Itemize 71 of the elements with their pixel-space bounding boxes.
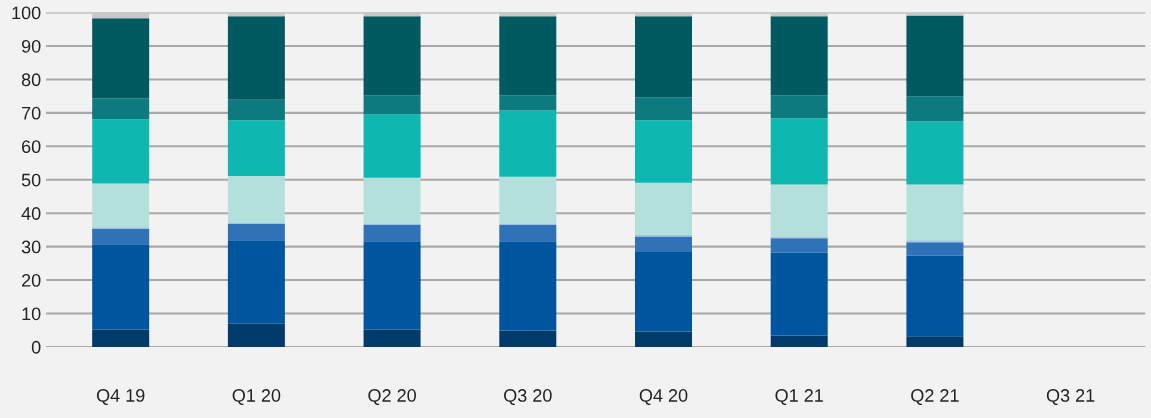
bar	[227, 240, 285, 324]
y-tick-label: 0	[31, 340, 41, 354]
bar	[227, 176, 285, 223]
y-tick-label: 70	[22, 106, 41, 120]
bar	[363, 329, 421, 347]
bar	[92, 329, 150, 347]
bar	[770, 238, 828, 253]
bar	[499, 16, 557, 96]
bar	[906, 240, 964, 243]
y-tick-label: 60	[22, 140, 41, 154]
bar	[906, 96, 964, 122]
bar	[499, 95, 557, 111]
bar	[227, 223, 285, 241]
bar	[92, 18, 150, 99]
x-tick-label: Q2 20	[368, 389, 416, 406]
bar	[635, 120, 692, 183]
bar	[906, 336, 964, 347]
bar	[227, 16, 285, 100]
y-tick-label: 20	[22, 273, 41, 287]
y-tick-label: 10	[22, 307, 41, 321]
x-tick-label: Q1 20	[232, 389, 281, 406]
bar	[906, 12, 964, 16]
bar	[363, 95, 421, 115]
x-tick-label: Q2 21	[911, 389, 959, 406]
bar	[499, 241, 557, 331]
bar	[363, 224, 421, 242]
bar	[635, 236, 692, 252]
bar	[770, 184, 828, 237]
bar	[635, 331, 692, 347]
y-tick-label: 100	[12, 6, 41, 20]
y-tick-label: 50	[21, 173, 41, 187]
y-tick-label: 80	[21, 73, 41, 87]
bar	[770, 16, 828, 96]
bar	[635, 97, 692, 121]
x-tick-label: Q4 19	[96, 389, 145, 406]
bar	[363, 177, 421, 224]
bar	[906, 242, 964, 256]
bar	[363, 16, 421, 96]
bar	[770, 335, 828, 347]
bar	[92, 244, 150, 330]
bar	[770, 118, 828, 185]
bar	[363, 241, 421, 330]
bar	[227, 99, 285, 121]
bar	[227, 120, 285, 177]
bar	[635, 251, 692, 332]
bar	[770, 252, 828, 336]
y-tick-label: 90	[21, 39, 41, 53]
bar	[635, 182, 692, 235]
bar	[499, 110, 557, 177]
bar	[363, 114, 421, 178]
x-tick-label: Q3 21	[1046, 389, 1095, 406]
x-tick-label: Q3 20	[504, 389, 552, 406]
bar	[499, 176, 557, 224]
x-tick-label: Q1 21	[775, 389, 823, 406]
bar	[906, 184, 964, 241]
y-tick-label: 40	[21, 207, 41, 220]
bar	[906, 121, 964, 185]
bar	[92, 228, 150, 245]
bar	[92, 183, 150, 228]
bar	[635, 234, 692, 237]
bar	[906, 15, 964, 97]
bar	[499, 224, 557, 242]
bar	[499, 330, 557, 347]
bar	[227, 323, 285, 347]
bar	[92, 98, 150, 120]
bar	[906, 255, 964, 337]
bar	[770, 95, 828, 119]
bar	[635, 16, 692, 98]
x-tick-label: Q4 20	[639, 389, 688, 406]
bar	[92, 119, 150, 184]
y-tick-label: 30	[21, 240, 41, 254]
